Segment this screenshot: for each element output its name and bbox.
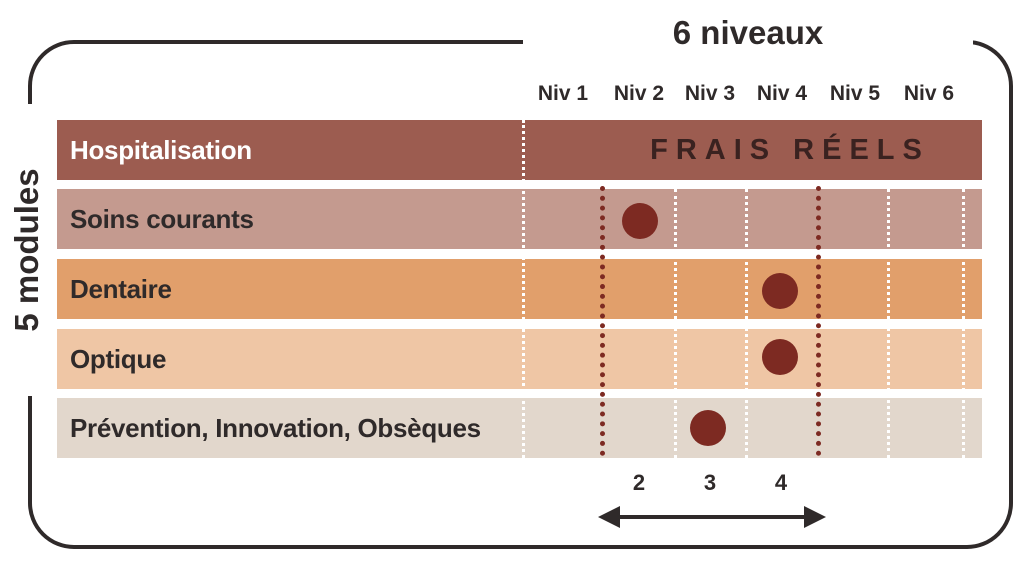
range-label-4: 4 [774,470,788,495]
level-header-1: Niv 1 [537,82,589,105]
module-label: Hospitalisation [70,135,252,165]
module-label: Prévention, Innovation, Obsèques [70,413,481,443]
level-header-5: Niv 5 [829,82,881,105]
separator-niv3-niv4 [745,189,748,458]
range-label-2: 2 [632,470,646,495]
module-row-optique: Optique [57,329,982,389]
frais-reels-label: FRAIS RÉELS [650,134,930,166]
separator-niv2-niv3 [674,189,677,458]
level-marker-optique [762,339,798,375]
separator-niv5-niv6 [887,189,890,458]
level-marker-soins-courants [622,203,658,239]
level-marker-dentaire [762,273,798,309]
module-row-hospitalisation: Hospitalisation FRAIS RÉELS [57,120,982,180]
title-levels: 6 niveaux [672,14,824,51]
module-row-prevention: Prévention, Innovation, Obsèques [57,398,982,458]
module-label: Soins courants [70,204,254,234]
level-header-2: Niv 2 [613,82,665,105]
module-label: Dentaire [70,274,172,304]
module-row-soins-courants: Soins courants [57,189,982,249]
level-header-6: Niv 6 [903,82,955,105]
module-label: Optique [70,344,167,374]
module-row-dentaire: Dentaire [57,259,982,319]
separator-niv1-left [522,120,525,458]
range-label-3: 3 [703,470,717,495]
range-bound-max [816,186,821,456]
separator-niv6-right [962,189,965,458]
title-modules: 5 modules [8,168,45,332]
level-header-3: Niv 3 [684,82,736,105]
range-bound-min [600,186,605,456]
level-marker-prevention [690,410,726,446]
level-header-4: Niv 4 [756,82,808,105]
double-arrow-icon [598,506,826,528]
